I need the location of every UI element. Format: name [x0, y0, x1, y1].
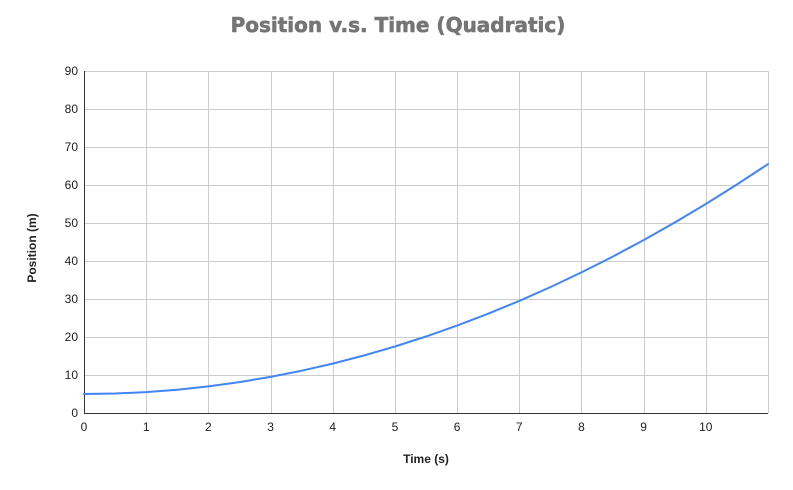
y-tick-label: 30 — [65, 292, 79, 306]
y-tick-label: 50 — [65, 216, 79, 230]
series-group — [83, 163, 769, 395]
x-axis-ticks: 0 1 2 3 4 5 6 7 8 9 10 — [81, 420, 713, 434]
x-tick-label: 5 — [392, 420, 399, 434]
y-tick-label: 70 — [65, 140, 79, 154]
y-axis-ticks: 0 10 20 30 40 50 60 70 80 90 — [65, 64, 79, 420]
x-tick-label: 0 — [81, 420, 88, 434]
x-tick-label: 3 — [267, 420, 274, 434]
x-tick-label: 2 — [205, 420, 212, 434]
axes — [84, 71, 768, 414]
y-axis-title: Position (m) — [25, 213, 39, 282]
y-tick-label: 20 — [65, 330, 79, 344]
y-tick-label: 90 — [65, 64, 79, 78]
y-tick-label: 0 — [71, 406, 78, 420]
x-tick-label: 4 — [329, 420, 336, 434]
series-line — [83, 163, 769, 395]
chart-title: Position v.s. Time (Quadratic) — [231, 13, 566, 37]
x-tick-label: 8 — [578, 420, 585, 434]
x-axis-title: Time (s) — [403, 452, 449, 466]
x-tick-label: 1 — [143, 420, 150, 434]
y-tick-label: 60 — [65, 178, 79, 192]
x-tick-label: 6 — [454, 420, 461, 434]
x-tick-label: 10 — [699, 420, 713, 434]
x-tick-label: 9 — [640, 420, 647, 434]
y-tick-label: 80 — [65, 102, 79, 116]
y-tick-label: 10 — [65, 368, 79, 382]
x-tick-label: 7 — [516, 420, 523, 434]
y-tick-label: 40 — [65, 254, 79, 268]
gridlines — [84, 71, 769, 413]
